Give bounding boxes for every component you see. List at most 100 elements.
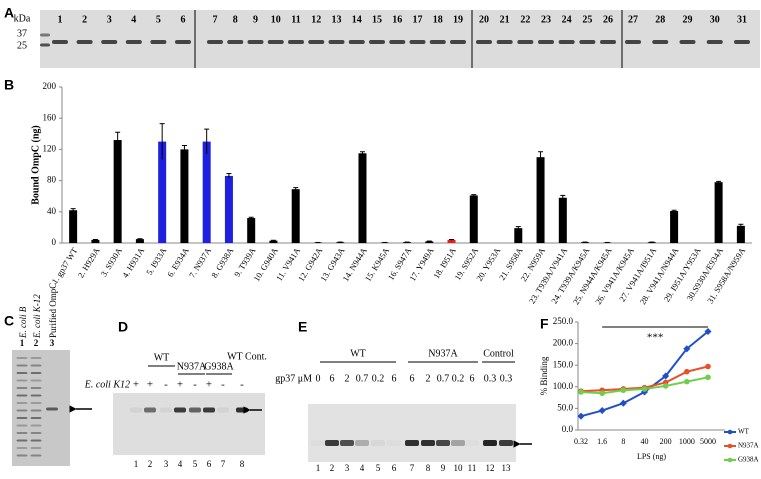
error-bar <box>270 239 276 242</box>
lane-number: 16 <box>392 14 402 25</box>
legend-marker <box>727 443 733 449</box>
bar <box>447 239 456 243</box>
conc-value: 6 <box>392 373 397 384</box>
group-label: Control <box>483 348 514 359</box>
gel-band <box>483 440 497 446</box>
gel-band <box>16 432 28 434</box>
lane-number: 12 <box>311 14 321 25</box>
lane-number: 27 <box>628 14 638 25</box>
gel-band <box>227 40 244 44</box>
bar <box>202 141 211 243</box>
gel-band <box>389 40 406 44</box>
error-bar <box>426 240 432 242</box>
gel-band <box>450 40 466 44</box>
y-tick-label: 250.0 <box>553 316 574 326</box>
gel-band <box>16 357 28 359</box>
error-bar <box>671 209 677 212</box>
lane-number: 4 <box>178 459 183 469</box>
gel-band <box>30 454 42 457</box>
gel-band <box>30 417 42 419</box>
lane-number: 6 <box>392 463 397 473</box>
group-label: WT <box>154 352 170 363</box>
panel-letter: F <box>540 316 549 332</box>
lane-number: 23 <box>541 14 551 25</box>
point <box>662 372 670 380</box>
sign: + <box>147 379 153 391</box>
gel-band <box>101 40 118 44</box>
gel-band <box>175 40 191 44</box>
conc-value: 2 <box>345 373 350 384</box>
gel-band <box>652 40 669 44</box>
gel-band <box>30 372 42 374</box>
gel-band <box>496 40 513 44</box>
gel-band <box>451 440 465 446</box>
gel-band <box>706 40 723 44</box>
gel <box>40 10 760 68</box>
lane-number: 12 <box>486 463 495 473</box>
lane-number: 1 <box>58 14 63 25</box>
gel-band <box>16 424 28 427</box>
sign: - <box>240 379 244 391</box>
lane-label: E. coli K-12 <box>32 294 42 339</box>
gel-band <box>600 40 616 44</box>
point <box>684 378 690 385</box>
legend-label: G938A <box>738 456 759 464</box>
x-tick-label: 5000 <box>700 437 716 446</box>
gel-band <box>369 40 385 44</box>
y-axis-label: % Binding <box>539 356 549 395</box>
conc-value: 6 <box>470 373 475 384</box>
error-bar <box>359 151 365 155</box>
gel-band <box>16 409 28 412</box>
gel-band <box>130 407 142 413</box>
gel-band <box>538 40 554 44</box>
lane-number: 2 <box>34 338 39 348</box>
lane-number: 7 <box>221 459 226 469</box>
panel-letter: C <box>4 313 14 329</box>
gel-band <box>236 407 248 413</box>
lane-number: 9 <box>253 14 258 25</box>
group-label: WT <box>350 348 366 359</box>
point <box>705 363 711 370</box>
x-tick-label: 8 <box>621 437 625 446</box>
bar <box>358 153 367 243</box>
legend-label: N937A <box>738 442 759 450</box>
lane-number: 8 <box>240 459 245 469</box>
marker-label: 25 <box>17 40 27 51</box>
lane-number: 15 <box>372 14 382 25</box>
annotation: *** <box>647 332 664 344</box>
sign: + <box>206 379 212 391</box>
gel-band <box>371 440 385 446</box>
gel-band <box>267 40 284 44</box>
gel-band <box>144 407 156 413</box>
gel-band <box>40 33 50 37</box>
error-bar <box>560 194 566 201</box>
lane-number: 7 <box>410 463 415 473</box>
lane-number: 2 <box>330 463 335 473</box>
lane-number: 11 <box>468 463 477 473</box>
lane-number: 5 <box>156 14 161 25</box>
lane-number: 11 <box>291 14 300 25</box>
point <box>704 327 712 336</box>
bar <box>647 242 656 243</box>
bar <box>536 157 545 243</box>
gel-band <box>30 409 42 412</box>
sign: - <box>193 379 197 391</box>
error-bar <box>449 238 455 241</box>
gel-band <box>16 394 28 397</box>
group-label: G938A <box>204 361 234 372</box>
lane-number: 7 <box>213 14 218 25</box>
panel-letter: B <box>4 77 14 93</box>
gel-band <box>174 407 186 413</box>
y-tick-label: 200.0 <box>553 338 574 348</box>
conc-value: 6 <box>330 373 335 384</box>
point <box>578 389 584 395</box>
lane-number: 29 <box>683 14 693 25</box>
lane-number: 5 <box>193 459 198 469</box>
gel-band <box>579 40 596 44</box>
lane-number: 30 <box>710 14 720 25</box>
bar <box>581 242 590 243</box>
x-tick-label: 1000 <box>679 437 695 446</box>
gel-band <box>16 417 28 419</box>
gel-band <box>125 40 142 44</box>
